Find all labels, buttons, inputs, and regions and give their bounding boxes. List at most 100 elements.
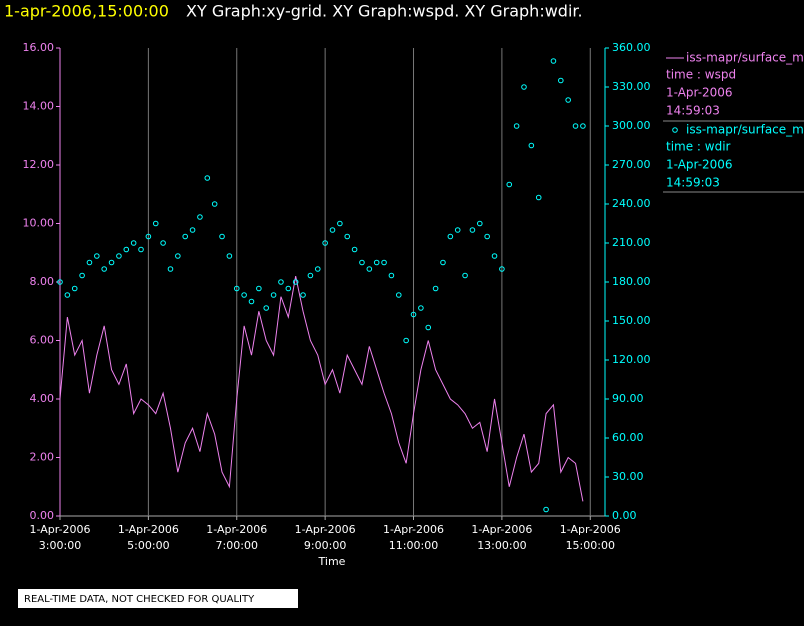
- legend-line: 1-Apr-2006: [666, 86, 733, 100]
- wdir-point: [410, 311, 417, 318]
- wdir-point: [388, 272, 395, 279]
- x-tick-label: 1-Apr-2006: [118, 523, 179, 536]
- wdir-point: [64, 292, 71, 298]
- wdir-point: [484, 233, 490, 240]
- wdir-point: [57, 279, 63, 285]
- wdir-point: [329, 227, 336, 233]
- wdir-point: [454, 227, 461, 233]
- wdir-point: [241, 292, 247, 298]
- wdir-point: [307, 272, 314, 279]
- wdir-point: [337, 220, 343, 227]
- wdir-point: [233, 285, 240, 292]
- x-tick-label: 1-Apr-2006: [206, 523, 267, 536]
- wdir-point: [469, 227, 476, 233]
- wdir-point: [366, 266, 373, 272]
- wdir-point: [418, 305, 424, 311]
- x-tick-label: 15:00:00: [566, 539, 615, 552]
- wdir-point: [395, 292, 402, 298]
- wdir-point: [278, 279, 284, 285]
- wdir-point: [123, 246, 130, 253]
- wdir-point: [108, 259, 115, 266]
- wdir-point: [550, 58, 557, 64]
- wdir-point: [167, 266, 174, 272]
- wdir-point: [373, 259, 380, 266]
- y2-tick-label: 300.00: [612, 119, 651, 132]
- wdir-point: [351, 246, 358, 253]
- y2-tick-label: 90.00: [612, 392, 644, 405]
- wdir-point: [160, 240, 166, 246]
- wdir-point: [513, 123, 520, 129]
- wdir-point: [130, 240, 137, 246]
- legend-line: 1-Apr-2006: [666, 158, 733, 172]
- wdir-point: [197, 214, 203, 220]
- chart-title: XY Graph:xy-grid. XY Graph:wspd. XY Grap…: [186, 2, 583, 21]
- x-tick-label: 3:00:00: [39, 539, 81, 552]
- x-tick-label: 1-Apr-2006: [295, 523, 356, 536]
- y2-tick-label: 330.00: [612, 80, 651, 93]
- x-tick-label: 13:00:00: [477, 539, 526, 552]
- wdir-point: [138, 246, 144, 253]
- legend-swatch: [672, 127, 678, 133]
- y-tick-label: 0.00: [30, 509, 55, 522]
- y-tick-label: 8.00: [30, 275, 55, 288]
- wdir-point: [314, 266, 321, 272]
- header: 1-apr-2006,15:00:00: [4, 2, 169, 21]
- x-tick-label: 1-Apr-2006: [29, 523, 90, 536]
- wdir-point: [86, 259, 93, 266]
- legend-line: time : wspd: [666, 68, 736, 82]
- wdir-point: [381, 259, 387, 266]
- wdir-point: [580, 123, 586, 129]
- wdir-point: [499, 266, 505, 272]
- y2-tick-label: 180.00: [612, 275, 651, 288]
- wdir-point: [71, 285, 78, 292]
- wdir-point: [440, 259, 446, 266]
- wdir-point: [248, 298, 255, 305]
- y2-tick-label: 120.00: [612, 353, 651, 366]
- wspd-line: [59, 276, 584, 502]
- y2-tick-label: 210.00: [612, 236, 651, 249]
- wdir-point: [79, 272, 85, 279]
- wdir-point: [543, 506, 549, 513]
- legend-line: 14:59:03: [666, 104, 720, 118]
- wdir-point: [145, 233, 152, 240]
- wdir-point: [344, 233, 351, 240]
- wdir-point: [152, 220, 159, 227]
- y2-tick-label: 60.00: [612, 431, 644, 444]
- y-tick-label: 2.00: [30, 451, 55, 464]
- wdir-point: [506, 181, 513, 188]
- wdir-point: [256, 285, 262, 292]
- legend-label: iss-mapr/surface_m: [686, 123, 804, 137]
- wdir-point: [535, 194, 542, 201]
- wdir-point: [182, 233, 189, 240]
- wdir-point: [270, 292, 277, 298]
- wdir-point: [204, 175, 211, 181]
- wdir-point: [94, 253, 100, 259]
- wdir-point: [189, 227, 196, 233]
- y-tick-label: 6.00: [30, 334, 55, 347]
- y2-tick-label: 270.00: [612, 158, 651, 171]
- wdir-point: [175, 253, 181, 259]
- y-tick-label: 14.00: [23, 100, 55, 113]
- wdir-point: [300, 292, 306, 298]
- x-tick-label: 9:00:00: [304, 539, 346, 552]
- footer-box: [18, 589, 298, 608]
- wdir-point: [432, 285, 439, 292]
- wdir-point: [565, 97, 571, 103]
- y2-tick-label: 150.00: [612, 314, 651, 327]
- legend-line: time : wdir: [666, 140, 731, 154]
- y-tick-label: 16.00: [23, 41, 55, 54]
- wdir-point: [116, 253, 122, 259]
- x-tick-label: 11:00:00: [389, 539, 438, 552]
- wdir-point: [425, 324, 432, 331]
- y2-tick-label: 30.00: [612, 470, 644, 483]
- wdir-point: [292, 279, 299, 285]
- wdir-point: [462, 272, 468, 279]
- x-tick-label: 1-Apr-2006: [471, 523, 532, 536]
- x-axis-title: Time: [318, 555, 346, 568]
- wdir-point: [101, 266, 107, 272]
- wdir-point: [219, 233, 225, 240]
- wdir-point: [263, 305, 270, 311]
- x-tick-label: 1-Apr-2006: [560, 523, 621, 536]
